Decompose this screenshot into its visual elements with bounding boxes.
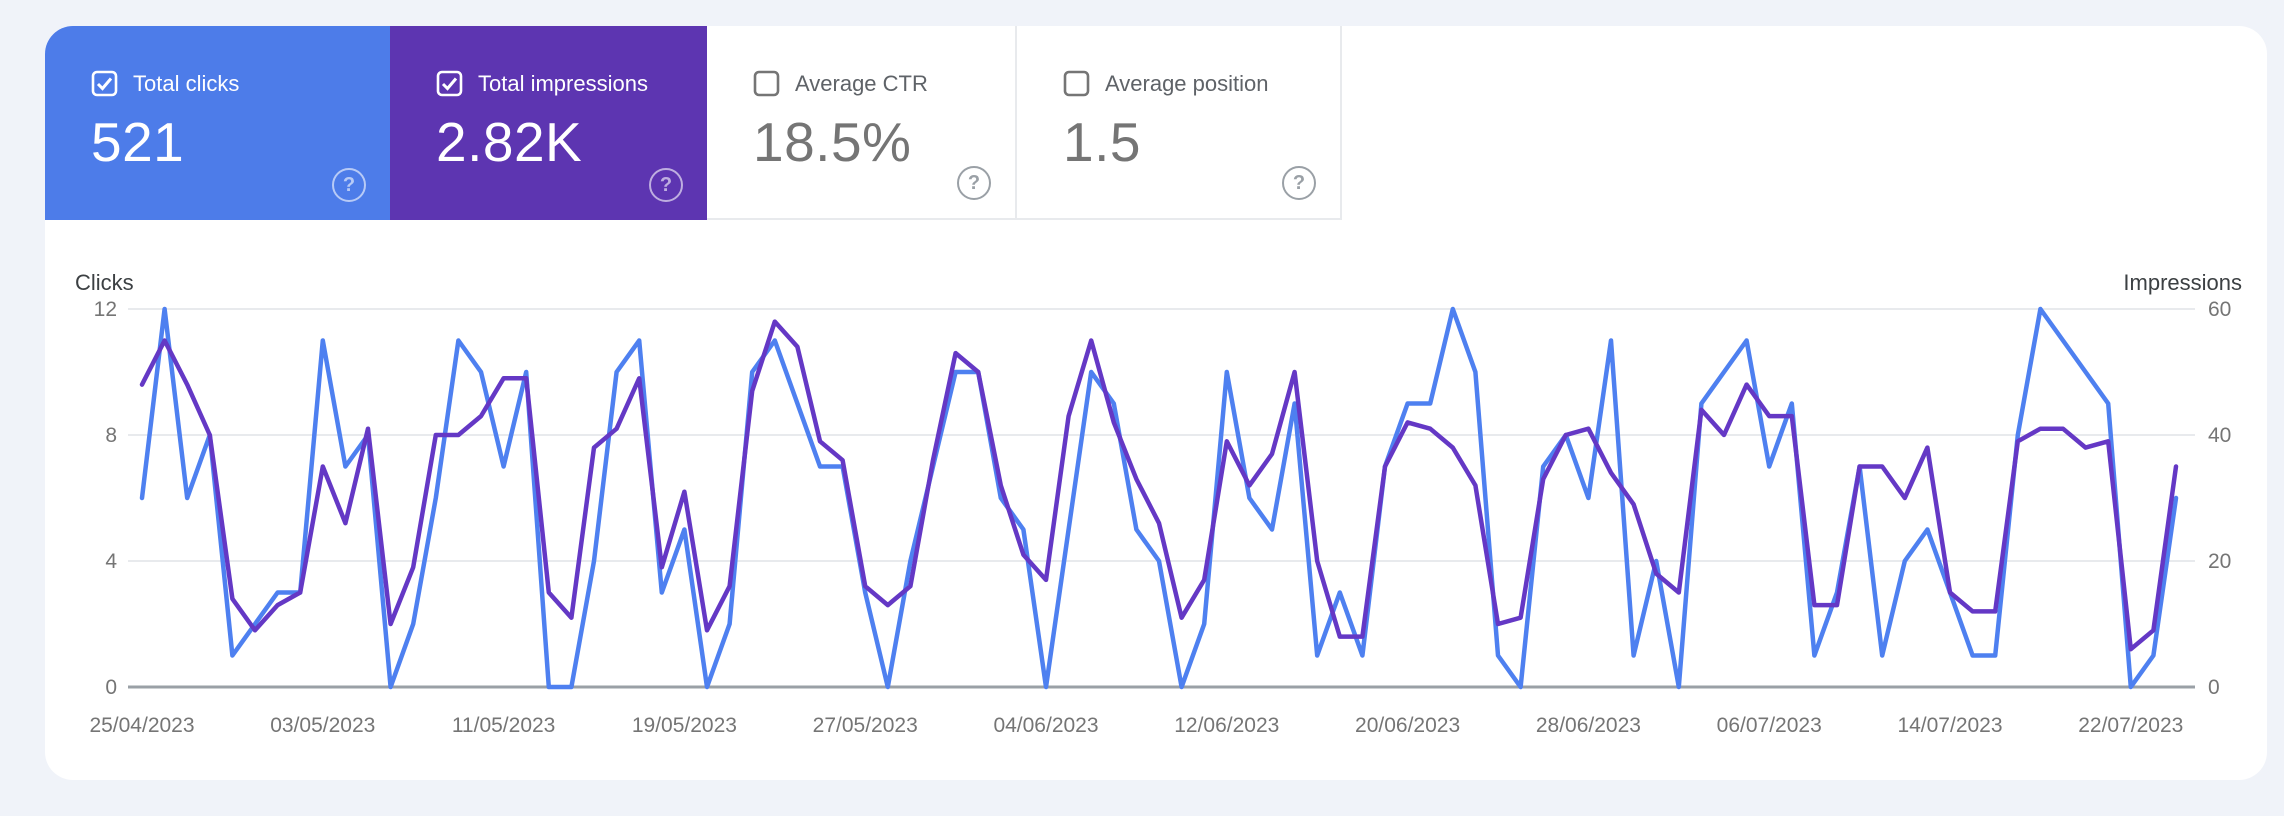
card-value: 521 <box>91 111 185 173</box>
left-axis-tick: 0 <box>105 676 117 699</box>
help-icon[interactable]: ? <box>649 168 683 202</box>
metric-cards-row: Total clicks 521 ? Total impressions 2.8… <box>45 26 2267 220</box>
impressions-line[interactable] <box>139 319 2179 652</box>
x-axis-label: 03/05/2023 <box>270 714 375 737</box>
x-axis-label: 06/07/2023 <box>1717 714 1822 737</box>
left-axis-title: Clicks <box>75 270 134 295</box>
performance-panel: Total clicks 521 ? Total impressions 2.8… <box>45 26 2267 780</box>
x-axis-label: 12/06/2023 <box>1174 714 1279 737</box>
card-value: 1.5 <box>1063 111 1141 173</box>
x-axis-label: 28/06/2023 <box>1536 714 1641 737</box>
line-chart-svg: 0 0 4 20 8 40 12 60 25/04/2023 03/05/2023 11/05/20… <box>75 270 2242 737</box>
card-header: Average position <box>1063 70 1340 97</box>
x-axis-label: 04/06/2023 <box>993 714 1098 737</box>
x-axis-label: 19/05/2023 <box>632 714 737 737</box>
total-impressions-card[interactable]: Total impressions 2.82K ? <box>390 26 707 220</box>
help-icon[interactable]: ? <box>1282 166 1316 200</box>
x-axis-label: 22/07/2023 <box>2078 714 2183 737</box>
total-clicks-card[interactable]: Total clicks 521 ? <box>45 26 390 220</box>
checkbox-checked-icon[interactable] <box>91 70 118 97</box>
x-axis-label: 27/05/2023 <box>813 714 918 737</box>
card-label: Total impressions <box>478 70 648 96</box>
right-axis-tick: 0 <box>2208 676 2220 699</box>
average-ctr-card[interactable]: Average CTR 18.5% ? <box>707 26 1017 220</box>
checkbox-unchecked-icon[interactable] <box>1063 70 1090 97</box>
checkbox-checked-icon[interactable] <box>436 70 463 97</box>
card-value: 2.82K <box>436 111 583 173</box>
checkbox-unchecked-icon[interactable] <box>753 70 780 97</box>
clicks-line[interactable] <box>139 306 2179 690</box>
card-header: Total impressions <box>436 70 707 97</box>
average-position-card[interactable]: Average position 1.5 ? <box>1017 26 1342 220</box>
help-icon[interactable]: ? <box>332 168 366 202</box>
card-label: Total clicks <box>133 70 240 96</box>
x-axis-label: 20/06/2023 <box>1355 714 1460 737</box>
right-axis-tick: 20 <box>2208 550 2231 573</box>
right-axis-title: Impressions <box>2123 270 2242 295</box>
card-value: 18.5% <box>753 111 912 173</box>
left-axis-tick: 4 <box>105 550 117 573</box>
x-axis-label: 14/07/2023 <box>1897 714 2002 737</box>
right-axis-tick: 60 <box>2208 298 2231 321</box>
x-axis-label: 11/05/2023 <box>452 714 556 737</box>
left-axis-tick: 8 <box>105 424 117 447</box>
card-header: Total clicks <box>91 70 390 97</box>
performance-chart: 0 0 4 20 8 40 12 60 25/04/2023 03/05/2023 11/05/20… <box>45 220 2267 780</box>
card-label: Average CTR <box>795 70 928 96</box>
right-axis-tick: 40 <box>2208 424 2231 447</box>
x-axis-label: 25/04/2023 <box>89 714 194 737</box>
card-label: Average position <box>1105 70 1269 96</box>
card-header: Average CTR <box>753 70 1015 97</box>
help-icon[interactable]: ? <box>957 166 991 200</box>
left-axis-tick: 12 <box>94 298 117 321</box>
